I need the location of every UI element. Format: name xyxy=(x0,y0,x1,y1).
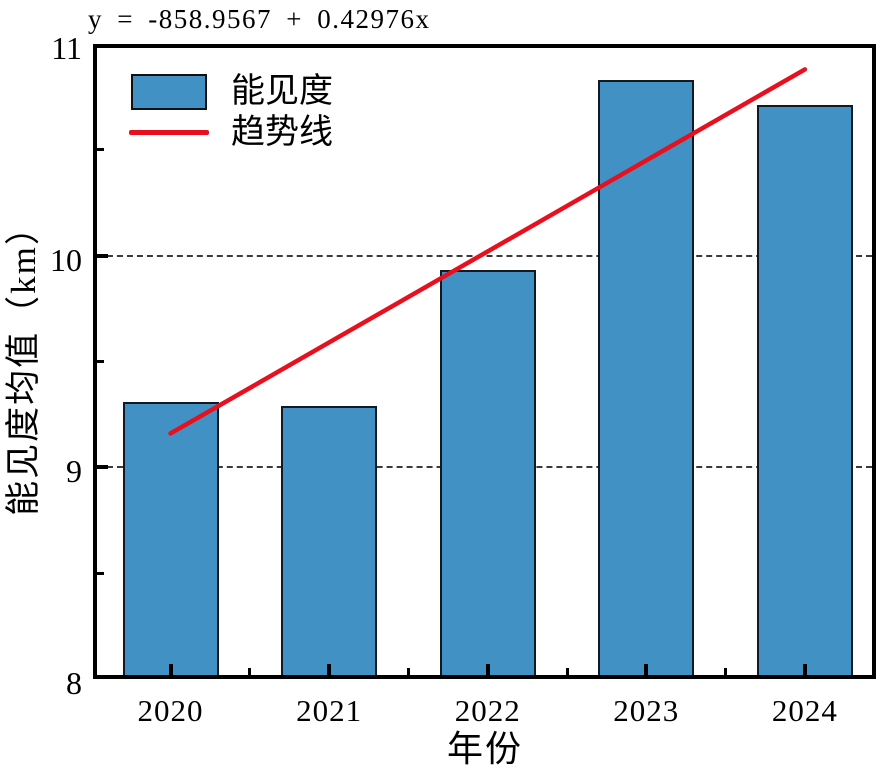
legend-item-trendline: 趋势线 xyxy=(129,112,333,153)
x-tick-label-2021: 2021 xyxy=(296,693,363,728)
plot-area: 能见度 趋势线 xyxy=(93,44,876,679)
y-minor-tick-9.5 xyxy=(97,360,104,363)
legend-label-trendline: 趋势线 xyxy=(231,113,333,151)
bar-2024 xyxy=(756,105,853,679)
legend-swatch-wrap xyxy=(129,130,209,135)
x-minor-tick-0 xyxy=(248,668,252,675)
bar-2021 xyxy=(281,405,378,679)
y-minor-tick-10.5 xyxy=(97,148,104,152)
x-tick-label-2024: 2024 xyxy=(771,693,838,728)
x-minor-tick-2 xyxy=(565,668,569,675)
legend-item-visibility: 能见度 xyxy=(129,71,333,112)
x-major-tick-2023 xyxy=(644,664,649,675)
trend-line xyxy=(168,67,808,436)
x-tick-label-2020: 2020 xyxy=(137,693,204,728)
trend-line-layer xyxy=(168,67,808,436)
x-major-tick-2021 xyxy=(327,664,332,675)
y-tick-label-8: 8 xyxy=(66,665,82,701)
x-minor-tick-3 xyxy=(724,668,728,675)
x-major-tick-2022 xyxy=(485,664,490,675)
legend: 能见度 趋势线 xyxy=(129,71,333,153)
regression-equation-title: y = -858.9567 + 0.42976x xyxy=(88,4,431,34)
y-major-tick-10 xyxy=(97,253,108,258)
x-tick-label-2022: 2022 xyxy=(454,693,521,728)
y-tick-label-11: 11 xyxy=(51,30,82,66)
legend-bar-swatch xyxy=(131,73,207,110)
y-tick-label-9: 9 xyxy=(66,453,82,490)
x-major-tick-2020 xyxy=(168,664,173,675)
legend-line-swatch xyxy=(129,130,209,135)
legend-label-visibility: 能见度 xyxy=(231,72,333,110)
x-minor-tick-1 xyxy=(406,668,410,675)
y-tick-label-10: 10 xyxy=(50,241,82,278)
y-minor-tick-8.5 xyxy=(97,571,104,575)
x-major-tick-2024 xyxy=(802,664,807,675)
x-tick-label-2023: 2023 xyxy=(613,693,680,728)
x-axis-title: 年份 xyxy=(446,729,523,769)
y-major-tick-9 xyxy=(97,465,108,470)
bar-2022 xyxy=(439,270,536,679)
legend-swatch-wrap xyxy=(129,73,209,110)
